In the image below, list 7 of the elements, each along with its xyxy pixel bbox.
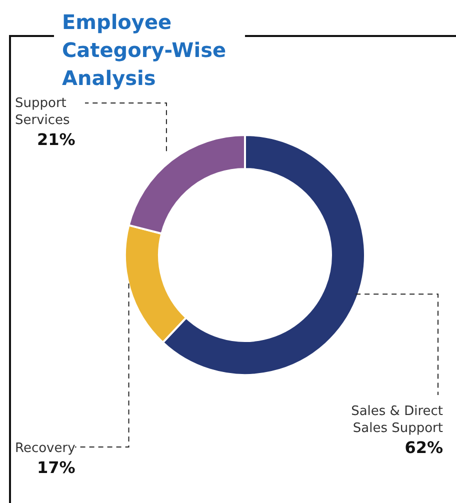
slice-label: Recovery: [15, 440, 76, 457]
data-label: 17%: [36, 458, 76, 477]
data-label: 62%: [404, 438, 443, 457]
chart-title: Employee Category-Wise Analysis: [54, 8, 245, 92]
slice-label: Support Services: [15, 95, 71, 129]
data-label: 21%: [36, 130, 76, 149]
slice-label: Sales & Direct Sales Support: [350, 403, 443, 437]
